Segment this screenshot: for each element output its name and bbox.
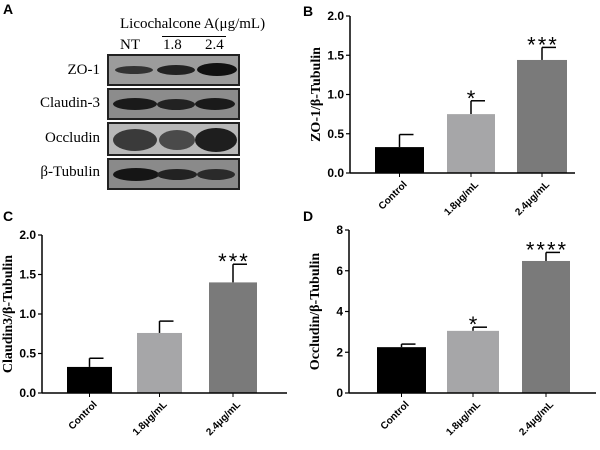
y-tick-label: 0 <box>336 386 343 400</box>
band <box>197 169 235 180</box>
row-label-tubulin: β-Tubulin <box>40 164 100 180</box>
category-label: 2.4μg/mL <box>204 399 243 438</box>
category-label: 1.8μg/mL <box>442 179 481 218</box>
treatment-line <box>162 36 226 37</box>
bar-1 <box>447 114 495 173</box>
y-tick-label: 0.0 <box>327 166 344 180</box>
bar-0 <box>375 147 424 173</box>
y-tick-label: 1.5 <box>327 48 344 62</box>
significance-marker: *** <box>527 32 559 57</box>
y-tick-label: 6 <box>336 264 343 278</box>
category-label: 2.4μg/mL <box>513 179 552 218</box>
y-axis-label: ZO-1/β-Tubulin <box>309 47 324 142</box>
band <box>195 98 235 110</box>
lane-label-2-4: 2.4 <box>205 37 224 53</box>
category-label: Control <box>67 399 100 432</box>
band <box>113 168 159 181</box>
panel-label-a: A <box>3 1 14 17</box>
band <box>113 129 157 151</box>
bar-0 <box>67 366 112 393</box>
row-label-claudin3: Claudin-3 <box>40 95 100 111</box>
bar-1 <box>447 330 499 393</box>
band <box>157 99 195 110</box>
bar-2 <box>522 260 570 393</box>
band <box>195 128 237 152</box>
lane-label-1-8: 1.8 <box>163 37 182 53</box>
significance-marker: *** <box>218 249 250 274</box>
category-label: 1.8μg/mL <box>444 399 483 438</box>
treatment-label: Licochalcone A(μg/mL) <box>120 16 266 32</box>
row-label-zo1: ZO-1 <box>67 62 101 78</box>
y-tick-label: 0.0 <box>19 386 36 400</box>
y-tick-label: 4 <box>336 305 343 319</box>
panel-label-b: B <box>303 3 314 19</box>
y-tick-label: 0.5 <box>327 127 344 141</box>
band <box>115 66 153 74</box>
row-label-occludin: Occludin <box>45 130 100 146</box>
y-axis-label: Claudin3/β-Tubulin <box>1 255 16 373</box>
band <box>157 65 195 75</box>
band <box>113 98 157 110</box>
category-label: Control <box>379 399 412 432</box>
y-tick-label: 1.0 <box>19 307 36 321</box>
bar-2 <box>209 282 257 393</box>
y-tick-label: 1.5 <box>19 268 36 282</box>
y-tick-label: 2 <box>336 345 343 359</box>
blot-row-claudin3 <box>107 88 240 120</box>
lane-label-nt: NT <box>120 37 140 53</box>
significance-marker: * <box>469 312 480 337</box>
blot-row-zo1 <box>107 54 240 86</box>
bar-1 <box>137 332 182 393</box>
band <box>159 130 195 150</box>
blot-row-tubulin <box>107 158 240 190</box>
significance-marker: **** <box>526 237 568 262</box>
bar-0 <box>377 347 426 393</box>
significance-marker: * <box>467 86 478 111</box>
category-label: Control <box>377 179 410 212</box>
band <box>197 63 237 76</box>
y-tick-label: 2.0 <box>19 228 36 242</box>
bar-2 <box>517 59 567 173</box>
category-label: 1.8μg/mL <box>131 399 170 438</box>
blot-row-occludin <box>107 122 240 156</box>
category-label: 2.4μg/mL <box>517 399 556 438</box>
y-tick-label: 2.0 <box>327 9 344 23</box>
y-tick-label: 8 <box>336 223 343 237</box>
panel-label-d: D <box>303 208 314 224</box>
y-tick-label: 1.0 <box>327 88 344 102</box>
y-tick-label: 0.5 <box>19 347 36 361</box>
y-axis-label: Occludin/β-Tubulin <box>308 253 323 371</box>
panel-label-c: C <box>3 208 14 224</box>
band <box>157 169 197 180</box>
